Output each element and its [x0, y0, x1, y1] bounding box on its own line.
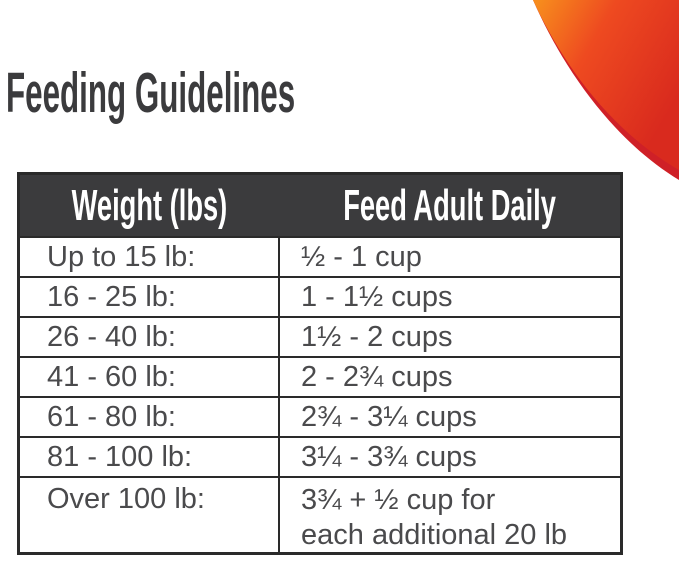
column-header-feed: Feed Adult Daily	[343, 180, 556, 230]
feed-cell: 2¾ - 3¼ cups	[278, 398, 620, 436]
weight-cell: 81 - 100 lb:	[47, 440, 193, 473]
column-header-weight: Weight (lbs)	[71, 180, 227, 230]
table-row: 16 - 25 lb: 1 - 1½ cups	[20, 276, 620, 316]
feed-multiline-value: 3¾ + ½ cup for each additional 20 lb	[301, 484, 568, 551]
corner-swoosh-graphic	[533, 0, 679, 180]
swoosh-orange-body	[533, 0, 679, 170]
feed-cell: 1½ - 2 cups	[278, 318, 620, 356]
weight-cell: 41 - 60 lb:	[47, 360, 176, 393]
feed-cell: 3¼ - 3¾ cups	[278, 438, 620, 476]
feed-cell: 3¾ + ½ cup for each additional 20 lb	[278, 478, 620, 552]
page-title: Feeding Guidelines	[6, 61, 296, 125]
weight-cell: Up to 15 lb:	[47, 240, 196, 273]
table-row: 41 - 60 lb: 2 - 2¾ cups	[20, 356, 620, 396]
table-header-row: Weight (lbs) Feed Adult Daily	[20, 175, 620, 236]
table-row: 81 - 100 lb: 3¼ - 3¾ cups	[20, 436, 620, 476]
table-row: 61 - 80 lb: 2¾ - 3¼ cups	[20, 396, 620, 436]
table-row: Up to 15 lb: ½ - 1 cup	[20, 236, 620, 276]
weight-cell: Over 100 lb:	[47, 483, 205, 515]
table-row: 26 - 40 lb: 1½ - 2 cups	[20, 316, 620, 356]
feed-cell: 2 - 2¾ cups	[278, 358, 620, 396]
weight-cell: 16 - 25 lb:	[47, 280, 176, 313]
feeding-guidelines-table: Weight (lbs) Feed Adult Daily Up to 15 l…	[17, 172, 623, 555]
feed-cell: 1 - 1½ cups	[278, 278, 620, 316]
weight-cell: 61 - 80 lb:	[47, 400, 176, 433]
weight-cell: 26 - 40 lb:	[47, 320, 176, 353]
feed-cell: ½ - 1 cup	[278, 238, 620, 276]
table-row: Over 100 lb: 3¾ + ½ cup for each additio…	[20, 476, 620, 552]
